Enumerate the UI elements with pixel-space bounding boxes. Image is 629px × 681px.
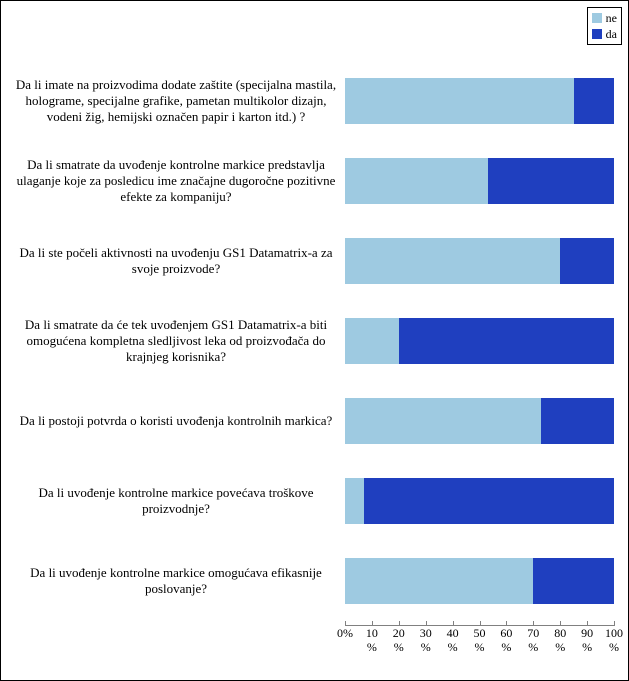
legend-item-da: da bbox=[592, 26, 617, 42]
chart-frame: ne da Da li imate na proizvodima dodate … bbox=[0, 0, 629, 681]
bar-segment-ne bbox=[345, 398, 541, 444]
bar-row-track-container bbox=[345, 221, 614, 301]
bar-track bbox=[345, 398, 614, 444]
x-axis-tick: 0% bbox=[337, 626, 353, 640]
bar-segment-da bbox=[488, 158, 614, 204]
x-axis-tick: 70 % bbox=[527, 626, 539, 655]
x-axis-tick: 80 % bbox=[554, 626, 566, 655]
bar-segment-ne bbox=[345, 158, 488, 204]
bar-row-track-container bbox=[345, 301, 614, 381]
bar-row-track-container bbox=[345, 141, 614, 221]
bar-row-label: Da li ste počeli aktivnosti na uvođenju … bbox=[15, 245, 345, 278]
x-axis-tick: 90 % bbox=[581, 626, 593, 655]
x-axis-tick: 40 % bbox=[447, 626, 459, 655]
bar-segment-da bbox=[399, 318, 614, 364]
x-axis-tick: 50 % bbox=[474, 626, 486, 655]
bar-segment-da bbox=[541, 398, 614, 444]
bar-row-track-container bbox=[345, 541, 614, 621]
legend-item-ne: ne bbox=[592, 10, 617, 26]
bar-segment-ne bbox=[345, 78, 574, 124]
bar-row-label: Da li uvođenje kontrolne markice povećav… bbox=[15, 485, 345, 518]
legend-label-da: da bbox=[606, 26, 617, 42]
x-axis-tick: 60 % bbox=[500, 626, 512, 655]
bar-row: Da li smatrate da će tek uvođenjem GS1 D… bbox=[15, 301, 614, 381]
bar-row: Da li uvođenje kontrolne markice omoguća… bbox=[15, 541, 614, 621]
legend: ne da bbox=[587, 7, 622, 45]
bar-track bbox=[345, 318, 614, 364]
bar-track bbox=[345, 238, 614, 284]
bar-row: Da li imate na proizvodima dodate zaštit… bbox=[15, 61, 614, 141]
bar-segment-da bbox=[574, 78, 614, 124]
bar-row: Da li uvođenje kontrolne markice povećav… bbox=[15, 461, 614, 541]
bar-segment-da bbox=[533, 558, 614, 604]
bar-row-label: Da li postoji potvrda o koristi uvođenja… bbox=[15, 413, 345, 429]
bar-row-label: Da li smatrate da će tek uvođenjem GS1 D… bbox=[15, 317, 345, 366]
bar-segment-da bbox=[560, 238, 614, 284]
bar-segment-ne bbox=[345, 318, 399, 364]
bar-row-label: Da li smatrate da uvođenje kontrolne mar… bbox=[15, 157, 345, 206]
bar-row: Da li postoji potvrda o koristi uvođenja… bbox=[15, 381, 614, 461]
bar-row-label: Da li uvođenje kontrolne markice omoguća… bbox=[15, 565, 345, 598]
bar-track bbox=[345, 478, 614, 524]
bar-segment-ne bbox=[345, 238, 560, 284]
x-axis-tick: 30 % bbox=[420, 626, 432, 655]
bar-segment-ne bbox=[345, 478, 364, 524]
legend-label-ne: ne bbox=[606, 10, 617, 26]
bar-segment-da bbox=[364, 478, 614, 524]
bar-row-label: Da li imate na proizvodima dodate zaštit… bbox=[15, 77, 345, 126]
bar-row-track-container bbox=[345, 461, 614, 541]
x-axis-tick: 20 % bbox=[393, 626, 405, 655]
bar-track bbox=[345, 78, 614, 124]
bar-track bbox=[345, 158, 614, 204]
bar-row-track-container bbox=[345, 61, 614, 141]
plot-area: Da li imate na proizvodima dodate zaštit… bbox=[15, 61, 614, 626]
bar-track bbox=[345, 558, 614, 604]
bar-segment-ne bbox=[345, 558, 533, 604]
bar-row-track-container bbox=[345, 381, 614, 461]
legend-swatch-ne bbox=[592, 13, 602, 23]
bar-row: Da li ste počeli aktivnosti na uvođenju … bbox=[15, 221, 614, 301]
x-axis: 0%10 %20 %30 %40 %50 %60 %70 %80 %90 %10… bbox=[345, 626, 614, 666]
legend-swatch-da bbox=[592, 29, 602, 39]
bar-row: Da li smatrate da uvođenje kontrolne mar… bbox=[15, 141, 614, 221]
x-axis-tick: 10 % bbox=[366, 626, 378, 655]
x-axis-tick: 100 % bbox=[605, 626, 623, 655]
